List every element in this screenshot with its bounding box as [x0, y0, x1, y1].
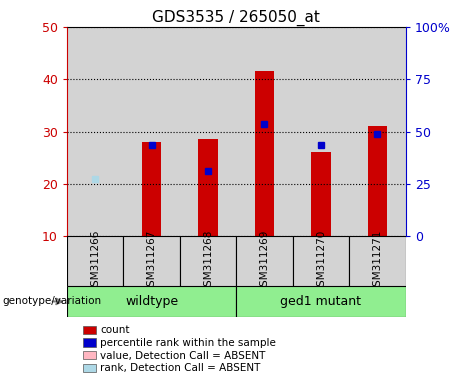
Text: GSM311266: GSM311266: [90, 229, 100, 293]
Bar: [349, 27, 406, 236]
Bar: [123, 27, 180, 236]
Bar: [367, 126, 387, 236]
Bar: [236, 27, 293, 236]
Bar: [180, 236, 236, 286]
Text: GSM311268: GSM311268: [203, 229, 213, 293]
Bar: [180, 27, 236, 236]
Text: value, Detection Call = ABSENT: value, Detection Call = ABSENT: [100, 351, 266, 361]
Bar: [293, 27, 349, 236]
Bar: [236, 236, 293, 286]
Bar: [293, 236, 349, 286]
Bar: [349, 236, 406, 286]
Text: GSM311270: GSM311270: [316, 230, 326, 293]
Text: rank, Detection Call = ABSENT: rank, Detection Call = ABSENT: [100, 363, 261, 373]
Text: GSM311269: GSM311269: [260, 229, 270, 293]
Bar: [67, 286, 236, 317]
Text: GSM311271: GSM311271: [372, 229, 383, 293]
Bar: [311, 152, 331, 236]
Title: GDS3535 / 265050_at: GDS3535 / 265050_at: [152, 9, 320, 25]
Text: count: count: [100, 325, 130, 335]
Bar: [67, 236, 123, 286]
Text: GSM311267: GSM311267: [147, 229, 157, 293]
Bar: [123, 236, 180, 286]
Bar: [142, 142, 161, 236]
Text: wildtype: wildtype: [125, 295, 178, 308]
Bar: [236, 286, 406, 317]
Bar: [198, 139, 218, 236]
Bar: [67, 27, 123, 236]
Text: ged1 mutant: ged1 mutant: [280, 295, 361, 308]
Text: genotype/variation: genotype/variation: [2, 296, 101, 306]
Text: percentile rank within the sample: percentile rank within the sample: [100, 338, 277, 348]
Bar: [254, 71, 274, 236]
